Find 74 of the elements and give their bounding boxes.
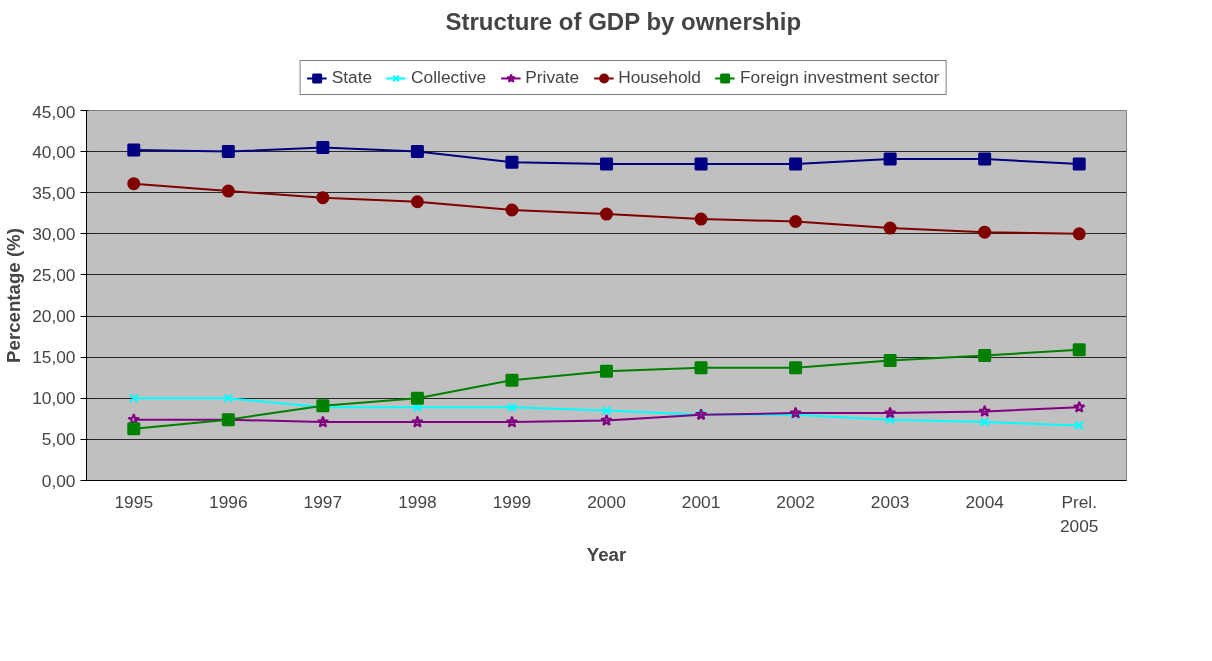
point [411,415,424,428]
x-tick-label: 1996 [209,491,248,512]
point [694,212,708,226]
point [978,404,991,417]
x-tick-label: 1997 [303,491,343,512]
y-tick-label: 25,00 [32,264,76,285]
point [127,143,141,157]
point [316,415,330,428]
y-tick-label: 35,00 [32,182,76,203]
point [410,195,424,209]
y-axis-title: Percentage (%) [3,228,25,363]
y-tick-label: 15,00 [32,347,76,368]
y-tick-label: 45,00 [32,101,76,122]
point [789,157,803,171]
point [789,215,803,228]
legend-label: Collective [411,67,487,88]
point [505,415,519,428]
point [223,393,234,404]
y-tick-label: 10,00 [32,388,76,409]
x-tick-label: 2003 [870,491,910,512]
point [1072,227,1086,241]
point [1072,157,1086,171]
x-tick-label: 1995 [114,491,154,512]
y-tick-label: 30,00 [32,223,76,244]
x-tick-label: 2004 [965,491,1005,512]
point [883,353,897,367]
point [1074,420,1085,431]
point [1073,400,1086,413]
point [978,152,992,166]
point [694,157,708,171]
point [410,391,424,405]
y-tick-label: 5,00 [41,429,76,450]
point [505,203,519,217]
y-tick-label: 20,00 [32,306,76,327]
point [127,422,141,436]
point [221,184,235,198]
point [600,157,613,171]
point [507,402,517,413]
legend-label: State [331,67,373,88]
x-tick-label: 2000 [587,491,626,512]
point [601,405,612,416]
point [978,225,992,239]
point [505,373,519,387]
x-tick-label: 1998 [398,491,437,512]
point [883,406,897,419]
point [1072,343,1086,357]
x-tick-label: Prel. 2005 [1059,491,1099,536]
x-tick-label: 1999 [492,491,532,512]
point [883,152,897,166]
legend-label: Household [618,67,702,88]
legend-label: Foreign investment sector [740,67,940,88]
x-tick-label: 2002 [776,491,815,512]
point [978,349,992,363]
x-tick-label: 2001 [681,491,721,512]
point [600,413,613,426]
point [127,177,141,191]
point [883,221,897,235]
point [316,141,330,154]
point [505,155,519,169]
point [128,393,139,404]
point [600,364,613,378]
point [885,414,896,425]
point [979,417,990,428]
point [789,361,803,375]
point [600,207,613,221]
y-tick-label: 40,00 [32,141,76,162]
legend-label: Private [525,67,580,88]
point [694,361,708,375]
point [221,145,235,159]
point [410,145,424,159]
x-axis-title: Year [586,543,627,565]
point [316,191,330,205]
chart-title: Structure of GDP by ownership [445,7,802,35]
y-tick-label: 0,00 [41,470,76,491]
